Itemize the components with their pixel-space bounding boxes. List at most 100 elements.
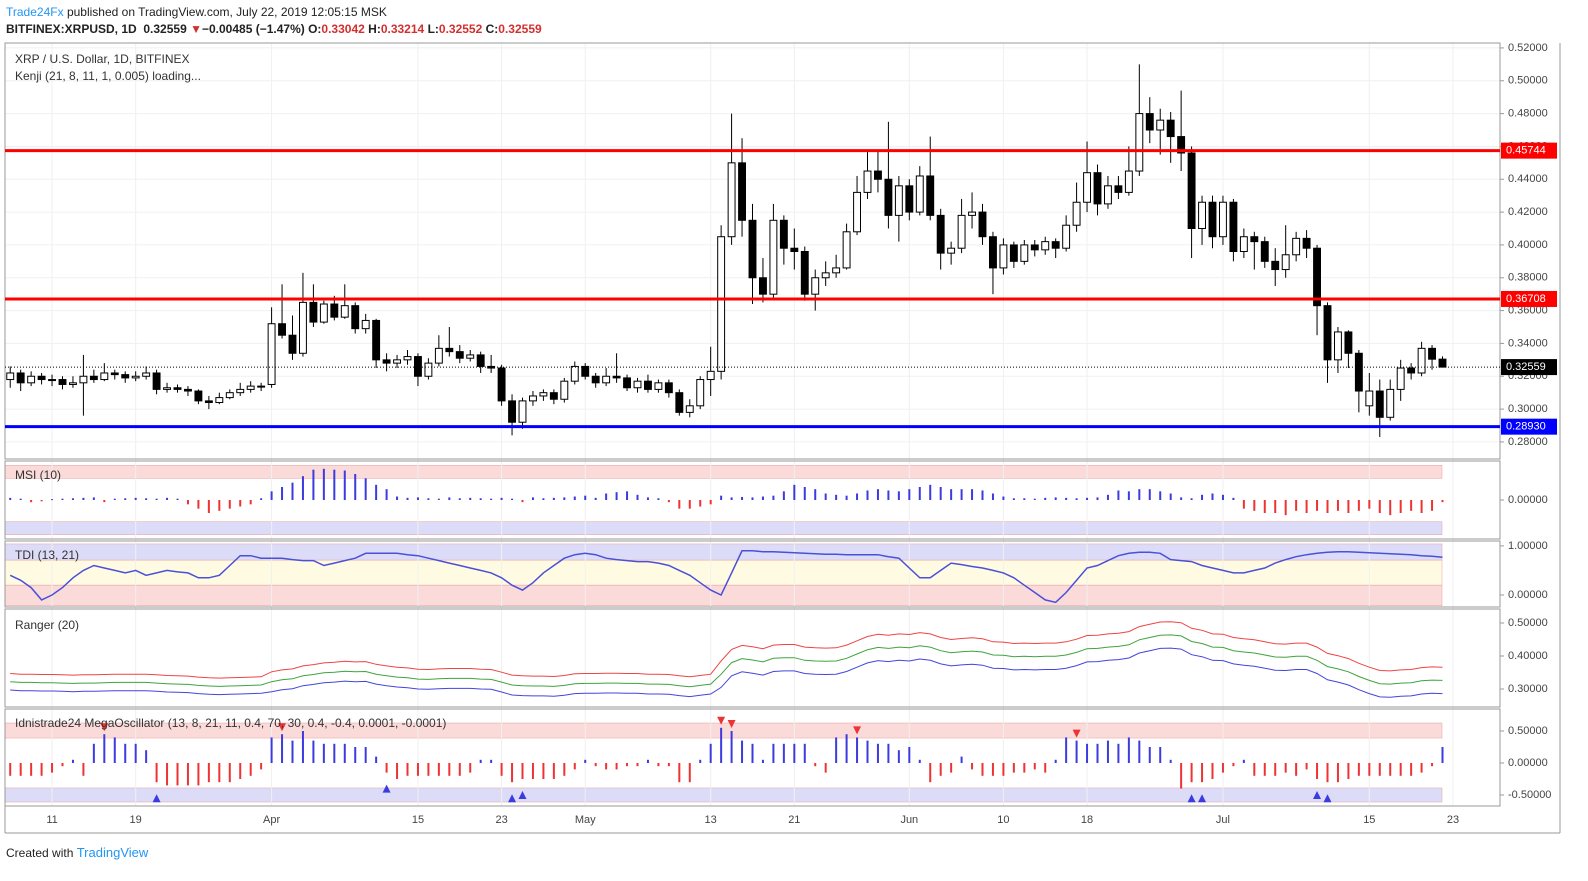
histogram-bar [1023,763,1026,773]
brand[interactable]: TradingView [76,845,149,860]
histogram-bar [782,491,785,500]
candle-body [1260,241,1269,262]
histogram-bar [667,763,670,767]
histogram-bar [1232,763,1235,767]
pane-frame [4,608,1501,708]
candle-body [27,375,36,384]
histogram-bar [103,734,106,764]
histogram-bar [1065,737,1068,764]
histogram-bar [573,496,576,500]
histogram-bar [134,743,137,764]
candle-body [278,323,286,336]
histogram-bar [437,498,440,500]
candle-body [1334,331,1342,361]
histogram-bar [1284,763,1287,773]
histogram-bar [92,743,95,764]
x-tick-label: 11 [46,814,57,826]
histogram-bar [866,740,869,764]
histogram-bar [322,468,325,500]
candle-body [1030,244,1039,251]
histogram-bar [971,489,974,500]
histogram-bar [929,763,932,783]
histogram-bar [448,763,451,776]
candle-body [267,323,276,385]
y-tick-label: 0.44000 [1508,173,1548,185]
candle-body [330,303,339,318]
histogram-bar [1242,759,1245,764]
candle-body [518,400,527,423]
candle-body [664,382,673,394]
x-tick-label: 23 [1447,814,1459,826]
histogram-bar [1169,759,1172,764]
pane-frame [4,708,1501,807]
histogram-bar [1431,500,1434,511]
level-label: 0.28930 [1506,421,1546,433]
histogram-bar [228,500,231,509]
y-tick-label: 0.48000 [1508,107,1548,119]
candle-body [1198,201,1206,230]
histogram-bar [531,763,534,779]
candle-body [110,372,119,376]
candle-body [131,375,140,379]
histogram-bar [197,500,200,509]
candle-body [706,370,715,381]
histogram-bar [971,763,974,770]
candle-body [1041,241,1050,251]
candle-body [246,385,255,390]
histogram-bar [782,743,785,764]
histogram-bar [113,498,116,500]
histogram-bar [709,500,712,505]
candle-body [1313,247,1321,307]
histogram-bar [322,743,325,764]
histogram-bar [1106,494,1109,500]
histogram-bar [40,500,43,502]
candle-body [779,219,788,249]
histogram-bar [908,489,911,500]
histogram-bar [291,740,294,764]
level-label: 0.45744 [1506,145,1546,157]
author[interactable]: Trade24Fx [6,5,64,19]
histogram-bar [40,763,43,776]
close: 0.32559 [498,22,542,36]
indicator-line [9,550,1443,604]
last-price-box [1501,359,1557,376]
histogram-bar [239,500,242,507]
histogram-bar [866,490,869,500]
sell-signal [853,726,862,735]
candle-body [121,374,130,379]
candle-body [1177,136,1186,154]
histogram-bar [458,763,461,776]
x-tick-label: Apr [263,814,280,826]
histogram-bar [918,487,921,500]
x-tick-label: 21 [788,814,800,826]
histogram-bar [1368,500,1371,509]
histogram-bar [197,763,200,786]
candle-body [1072,201,1081,226]
histogram-bar [1305,500,1308,513]
sell-signal [1072,729,1081,738]
histogram-bar [511,763,514,783]
histogram-bar [396,763,399,779]
histogram-bar [1399,500,1402,513]
candle-body [1020,244,1029,262]
buy-signal [382,784,391,793]
o-label: O: [308,22,322,36]
histogram-bar [1253,500,1256,511]
histogram-bar [354,747,357,764]
candle-body [1281,254,1290,271]
candle-body [48,379,56,382]
histogram-bar [166,497,169,500]
histogram-bar [103,500,106,503]
candle-body [926,175,935,216]
histogram-bar [1378,500,1381,513]
histogram-bar [1169,493,1172,500]
candle-body [225,392,234,399]
l-label: L: [427,22,439,36]
candle-body [1124,170,1133,193]
histogram-bar [427,763,430,776]
histogram-bar [1086,497,1089,500]
sell-signal [717,716,726,725]
candle-body [1375,390,1384,418]
histogram-bar [82,497,85,500]
header-line-1: Trade24Fx published on TradingView.com, … [6,4,542,21]
